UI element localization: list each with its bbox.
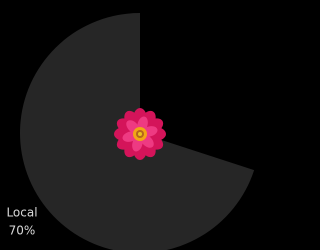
slice-name: Local xyxy=(6,206,37,220)
slice-value-label: 70% xyxy=(9,224,36,238)
chart: Local 70% xyxy=(0,0,256,250)
